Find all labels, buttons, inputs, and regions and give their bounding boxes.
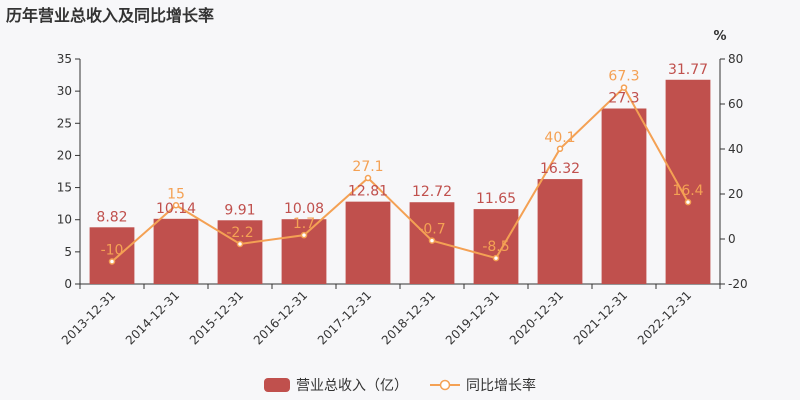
x-tick-label: 2015-12-31 <box>187 288 246 347</box>
x-tick-label: 2017-12-31 <box>315 288 374 347</box>
right-y-tick-label: 60 <box>728 97 743 111</box>
legend-label-growth: 同比增长率 <box>466 378 536 394</box>
x-tick-label: 2021-12-31 <box>571 288 630 347</box>
revenue-bar-label: 10.14 <box>156 201 196 217</box>
growth-label: 15 <box>167 186 185 202</box>
left-y-tick-label: 35 <box>57 52 72 66</box>
growth-label: 67.3 <box>608 69 639 85</box>
right-y-tick-label: 0 <box>728 232 736 246</box>
revenue-bar-label: 31.77 <box>668 62 708 78</box>
growth-point <box>364 174 372 182</box>
growth-point <box>428 237 436 244</box>
right-y-tick-label: 80 <box>728 52 743 66</box>
left-y-tick-label: 30 <box>57 84 72 98</box>
growth-label: 27.1 <box>352 159 383 175</box>
left-y-tick-label: 0 <box>64 277 72 291</box>
growth-label: -10 <box>101 243 124 259</box>
left-y-tick-label: 15 <box>57 181 72 195</box>
revenue-bar-label: 9.91 <box>224 202 255 218</box>
revenue-bar <box>473 209 519 284</box>
right-y-tick-label: -20 <box>728 277 748 291</box>
x-tick-label: 2022-12-31 <box>635 288 694 347</box>
growth-label: -2.2 <box>226 225 253 241</box>
revenue-bar <box>345 201 391 284</box>
revenue-bar-label: 10.08 <box>284 201 324 217</box>
revenue-bar <box>153 218 199 284</box>
chart-title: 历年营业总收入及同比增长率 <box>6 6 215 25</box>
growth-line <box>111 85 689 263</box>
legend: 营业总收入（亿） 同比增长率 <box>0 375 800 395</box>
growth-point <box>236 240 244 248</box>
legend-bar-swatch <box>264 378 290 392</box>
x-tick-label: 2013-12-31 <box>59 288 118 347</box>
growth-point <box>620 84 628 91</box>
revenue-bar <box>665 79 711 284</box>
revenue-bar <box>537 179 583 284</box>
x-tick-label: 2020-12-31 <box>507 288 566 347</box>
left-y-tick-label: 5 <box>64 245 72 259</box>
left-y-tick-label: 10 <box>57 213 72 227</box>
x-tick-label: 2016-12-31 <box>251 288 310 347</box>
revenue-bar-label: 8.82 <box>96 209 127 225</box>
right-y-unit-label: % <box>713 29 726 44</box>
revenue-bar-label: 27.3 <box>608 91 639 107</box>
left-y-tick-label: 20 <box>57 148 72 162</box>
growth-label: 16.4 <box>672 183 703 199</box>
revenue-bar-label: 16.32 <box>540 161 580 177</box>
growth-point <box>108 258 116 265</box>
legend-item-revenue[interactable]: 营业总收入（亿） <box>264 375 408 395</box>
revenue-bar <box>601 108 647 284</box>
legend-item-growth[interactable]: 同比增长率 <box>430 375 536 395</box>
legend-line-swatch <box>430 379 460 391</box>
revenue-bar-label: 12.81 <box>348 184 388 200</box>
x-tick-label: 2019-12-31 <box>443 288 502 347</box>
growth-label: -0.7 <box>418 222 445 238</box>
growth-point <box>300 231 308 239</box>
revenue-bar-label: 12.72 <box>412 184 452 200</box>
right-y-tick-label: 20 <box>728 187 743 201</box>
x-tick-label: 2014-12-31 <box>123 288 182 347</box>
legend-label-revenue: 营业总收入（亿） <box>296 378 408 394</box>
growth-point <box>172 202 180 209</box>
growth-label: 40.1 <box>544 130 575 146</box>
x-tick-label: 2018-12-31 <box>379 288 438 347</box>
growth-label: 1.7 <box>293 216 315 232</box>
revenue-bar <box>217 220 263 284</box>
revenue-bar <box>281 219 327 284</box>
growth-point <box>556 145 564 153</box>
revenue-bar-label: 11.65 <box>476 191 516 207</box>
growth-point <box>684 198 692 206</box>
revenue-bar <box>89 227 135 284</box>
left-y-tick-label: 25 <box>57 116 72 130</box>
right-y-tick-label: 40 <box>728 142 743 156</box>
growth-label: -8.5 <box>482 239 509 255</box>
growth-point <box>492 254 500 262</box>
